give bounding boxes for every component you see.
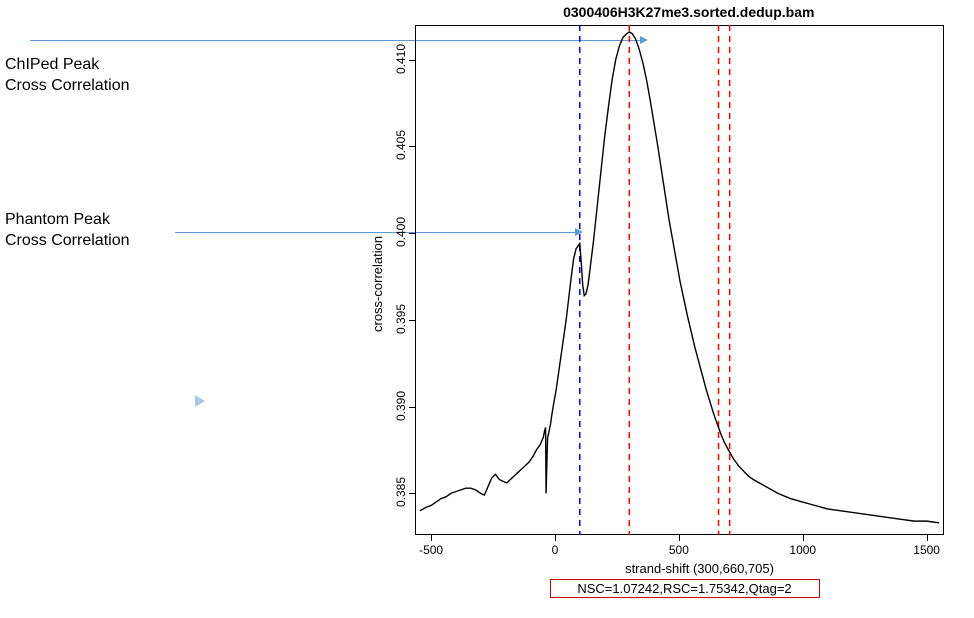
plot-svg bbox=[0, 0, 974, 618]
y-tick bbox=[409, 493, 415, 494]
x-tick bbox=[431, 535, 432, 541]
x-tick-label: 500 bbox=[659, 543, 699, 557]
y-tick bbox=[409, 233, 415, 234]
y-tick bbox=[409, 60, 415, 61]
y-tick bbox=[409, 320, 415, 321]
y-axis-label: cross-correlation bbox=[370, 236, 385, 332]
x-tick-label: -500 bbox=[411, 543, 451, 557]
y-tick-label: 0.400 bbox=[394, 212, 408, 252]
stats-box: NSC=1.07242,RSC=1.75342,Qtag=2 bbox=[550, 579, 820, 598]
x-tick-label: 0 bbox=[535, 543, 575, 557]
y-tick-label: 0.395 bbox=[394, 299, 408, 339]
y-tick bbox=[409, 407, 415, 408]
y-tick-label: 0.405 bbox=[394, 125, 408, 165]
x-tick-label: 1500 bbox=[907, 543, 947, 557]
y-tick-label: 0.390 bbox=[394, 386, 408, 426]
x-tick bbox=[803, 535, 804, 541]
x-tick-label: 1000 bbox=[783, 543, 823, 557]
x-tick bbox=[679, 535, 680, 541]
x-tick bbox=[555, 535, 556, 541]
y-tick-label: 0.410 bbox=[394, 39, 408, 79]
x-tick bbox=[927, 535, 928, 541]
y-tick bbox=[409, 146, 415, 147]
y-tick-label: 0.385 bbox=[394, 472, 408, 512]
chart-container: { "annotations": { "chiped": { "line1": … bbox=[0, 0, 974, 618]
x-axis-label: strand-shift (300,660,705) bbox=[600, 561, 800, 576]
